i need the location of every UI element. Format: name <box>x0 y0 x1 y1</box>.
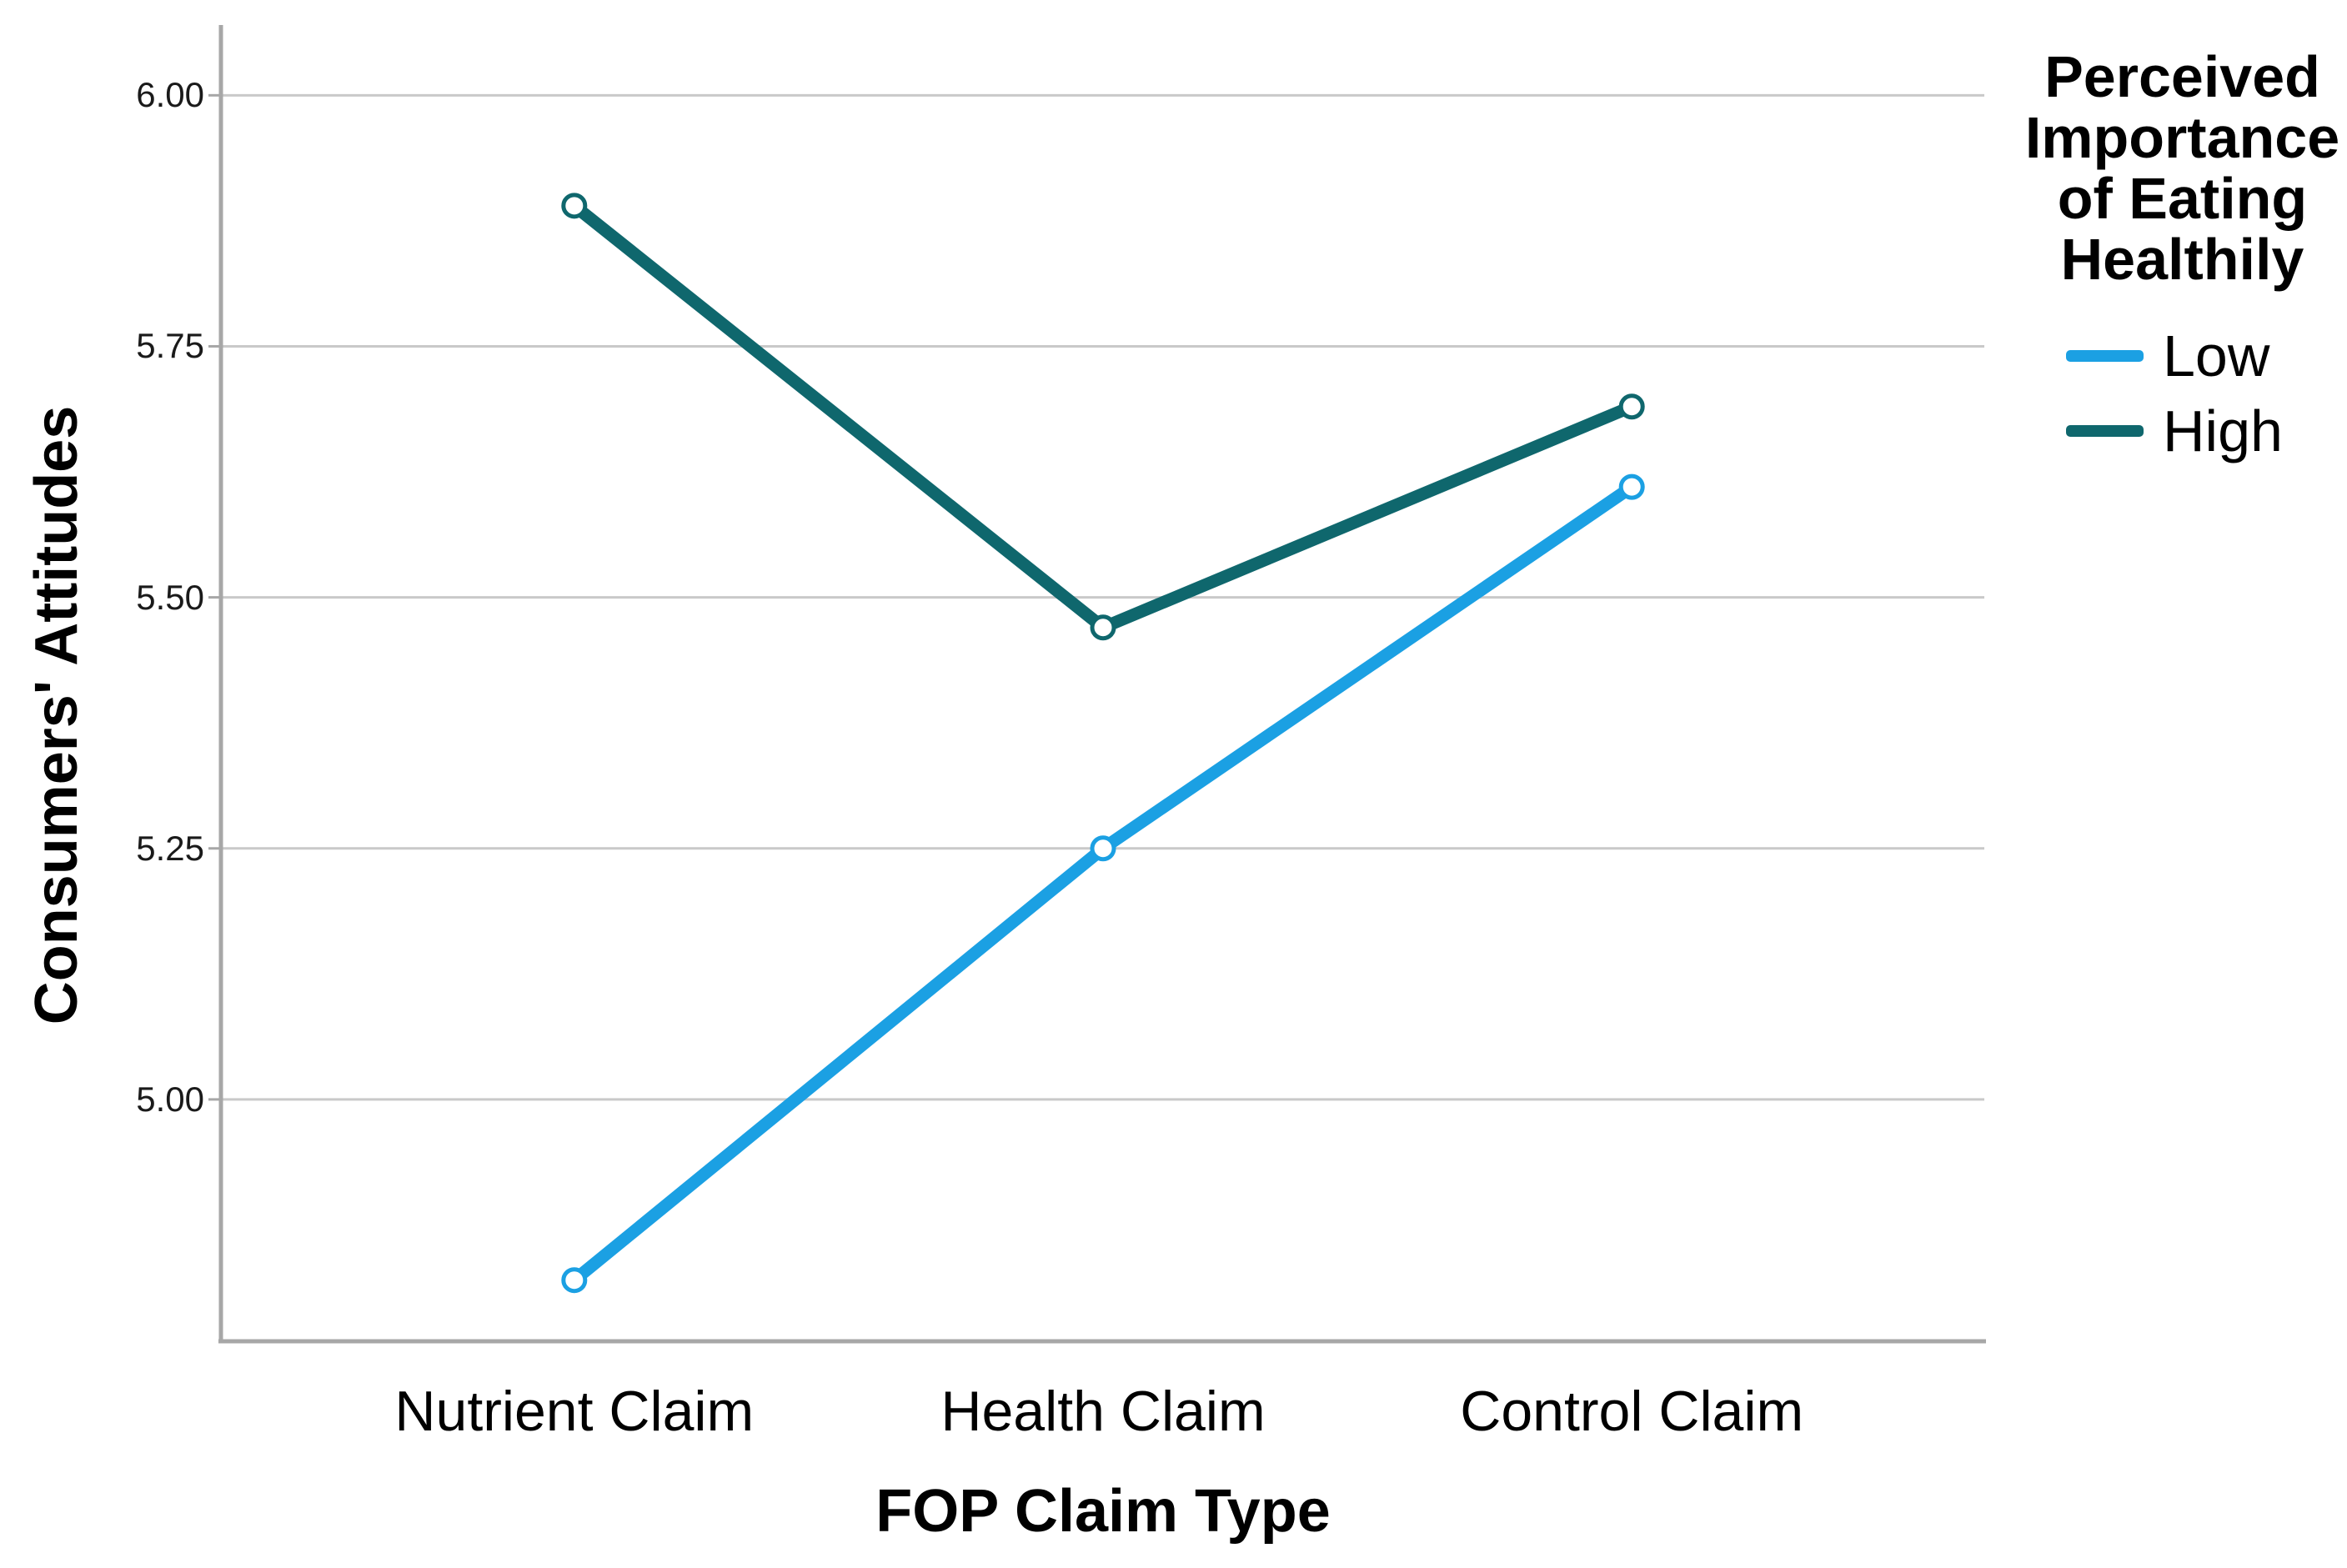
data-point-marker-low <box>561 1267 588 1294</box>
legend-label: Low <box>2163 323 2270 388</box>
x-tick-label: Control Claim <box>1460 1380 1804 1443</box>
series-line-high <box>568 199 1638 634</box>
legend-item-low: Low <box>2018 318 2347 393</box>
legend: Perceived Importance of Eating Healthily Lo… <box>2018 0 2347 464</box>
y-tick-label: 5.00 <box>136 1079 204 1119</box>
y-tick-label: 5.75 <box>136 326 204 366</box>
series-line-low <box>568 480 1638 1287</box>
legend-items: Low High <box>2018 318 2347 468</box>
data-point-marker-high <box>1090 614 1116 641</box>
y-tick-label: 5.50 <box>136 577 204 617</box>
data-point-marker-high <box>561 193 588 219</box>
legend-swatch-low <box>2066 350 2144 362</box>
x-axis-title: FOP Claim Type <box>875 1478 1331 1545</box>
x-tick-label: Nutrient Claim <box>394 1380 755 1443</box>
legend-title-line: Healthily <box>2060 227 2304 292</box>
legend-title-line: of Eating <box>2057 166 2308 231</box>
legend-item-high: High <box>2018 393 2347 468</box>
data-point-marker-high <box>1618 393 1645 420</box>
data-point-marker-low <box>1090 835 1116 862</box>
data-point-marker-low <box>1618 473 1645 500</box>
y-tick-label: 6.00 <box>136 75 204 115</box>
x-tick-label: Health Claim <box>940 1380 1266 1443</box>
legend-swatch-high <box>2066 425 2144 437</box>
y-tick-label: 5.25 <box>136 828 204 868</box>
legend-label: High <box>2163 398 2283 463</box>
y-axis-title: Consumers' Attitudes <box>23 405 90 1025</box>
legend-title-line: Importance <box>2024 105 2340 170</box>
legend-title: Perceived Importance of Eating Healthily <box>2018 0 2347 290</box>
legend-title-line: Perceived <box>2044 44 2320 109</box>
